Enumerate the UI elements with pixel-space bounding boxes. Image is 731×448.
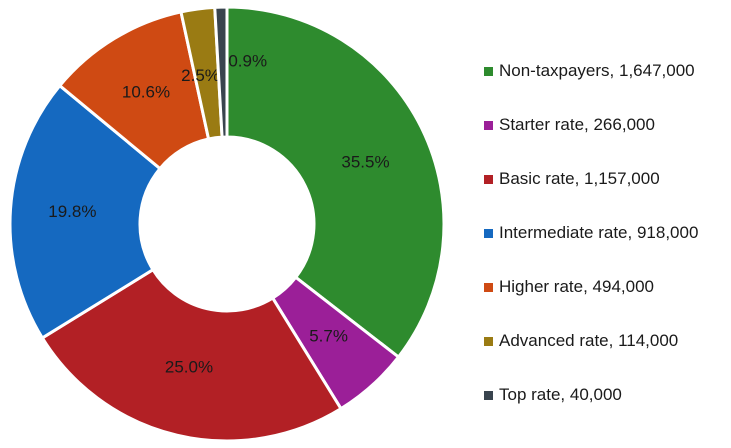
legend-label: Higher rate, 494,000 [499, 277, 654, 296]
legend-swatch-advanced-rate [484, 336, 493, 346]
legend-label: Basic rate, 1,157,000 [499, 169, 660, 188]
legend-item-non-taxpayers: Non-taxpayers, 1,647,000 [484, 60, 698, 82]
pie-slice-pct-label-higher-rate: 10.6% [122, 83, 170, 102]
legend-item-starter-rate: Starter rate, 266,000 [484, 114, 698, 136]
legend-label: Non-taxpayers, 1,647,000 [499, 61, 695, 80]
legend-label: Top rate, 40,000 [499, 385, 622, 404]
pie-slice-pct-label-top-rate: 0.9% [228, 52, 267, 71]
legend-swatch-intermediate-rate [484, 228, 493, 238]
pie-slice-pct-label-non-taxpayers: 35.5% [341, 153, 389, 172]
pie-slice-intermediate-rate [8, 83, 163, 341]
donut-chart: 35.5% 5.7% 25.0% 19.8% 10.6% 2.5% 0.9% [8, 5, 446, 443]
legend-label: Starter rate, 266,000 [499, 115, 655, 134]
legend-swatch-higher-rate [484, 282, 493, 292]
legend-item-intermediate-rate: Intermediate rate, 918,000 [484, 222, 698, 244]
pie-slice-basic-rate [40, 267, 344, 443]
legend-label: Advanced rate, 114,000 [499, 331, 679, 350]
legend-item-advanced-rate: Advanced rate, 114,000 [484, 330, 698, 352]
legend-swatch-starter-rate [484, 120, 493, 130]
legend-swatch-basic-rate [484, 174, 493, 184]
pie-slice-top-rate [213, 5, 229, 139]
legend-item-basic-rate: Basic rate, 1,157,000 [484, 168, 698, 190]
legend: Non-taxpayers, 1,647,000 Starter rate, 2… [484, 60, 698, 406]
pie-slice-pct-label-intermediate-rate: 19.8% [48, 202, 96, 221]
pie-slice-pct-label-starter-rate: 5.7% [309, 327, 348, 346]
pie-slice-pct-label-basic-rate: 25.0% [165, 357, 213, 376]
legend-item-higher-rate: Higher rate, 494,000 [484, 276, 698, 298]
pie-slice-pct-label-advanced-rate: 2.5% [181, 66, 220, 85]
pie-slice-non-taxpayers [225, 5, 446, 360]
legend-item-top-rate: Top rate, 40,000 [484, 384, 698, 406]
legend-label: Intermediate rate, 918,000 [499, 223, 699, 242]
legend-swatch-top-rate [484, 390, 493, 400]
legend-swatch-non-taxpayers [484, 66, 493, 76]
